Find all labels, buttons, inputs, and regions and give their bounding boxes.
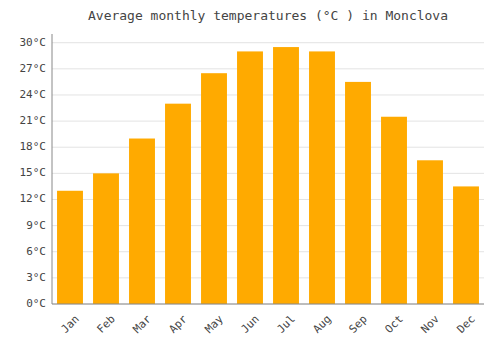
x-tick-label: Dec <box>455 313 478 336</box>
bar <box>129 139 155 304</box>
x-tick-label: Jul <box>275 313 298 336</box>
bar <box>237 51 263 304</box>
x-tick-label: Jan <box>59 313 82 336</box>
grid-line <box>52 147 484 148</box>
y-tick-label: 30°C <box>20 36 47 49</box>
bar <box>93 173 119 304</box>
x-tick-label: Mar <box>131 312 155 336</box>
x-tick-label: Feb <box>95 313 118 336</box>
y-tick-label: 15°C <box>20 166 47 179</box>
y-tick-label: 12°C <box>20 192 47 205</box>
grid <box>52 43 484 304</box>
page: {"chart_data": {"type": "bar", "title": … <box>0 0 500 350</box>
bar <box>201 73 227 304</box>
y-tick-label: 9°C <box>26 219 46 232</box>
x-tick-label: Apr <box>167 312 191 336</box>
bar <box>273 47 299 304</box>
bar <box>453 186 479 304</box>
title: Average monthly temperatures (°C ) in Mo… <box>88 8 448 23</box>
x-axis-line <box>52 304 484 305</box>
y-axis-line <box>52 34 53 304</box>
bar <box>57 191 83 304</box>
chart-container: 0°C 3°C 6°C 9°C 12°C 15°C 18°C 21°C 24°C 27°C 30°C… <box>0 0 500 350</box>
bar <box>345 82 371 304</box>
bar <box>165 104 191 304</box>
x-tick-label: May <box>203 312 227 336</box>
bar <box>381 117 407 304</box>
y-tick-label: 21°C <box>20 114 47 127</box>
x-tick-label: Aug <box>311 313 334 336</box>
x-tick-label: Jun <box>239 313 262 336</box>
grid-line <box>52 304 484 305</box>
bars <box>57 47 479 304</box>
x-tick-label: Nov <box>419 312 443 336</box>
grid-line <box>52 121 484 122</box>
bar <box>417 160 443 304</box>
y-tick-label: 3°C <box>26 271 46 284</box>
y-tick-label: 18°C <box>20 140 47 153</box>
grid-line <box>52 94 484 95</box>
y-tick-label: 6°C <box>26 245 46 258</box>
y-tick-label: 0°C <box>26 297 46 310</box>
grid-line <box>52 68 484 69</box>
bar <box>309 51 335 304</box>
grid-line <box>52 42 484 43</box>
x-tick-label: Oct <box>383 313 406 336</box>
y-tick-label: 24°C <box>20 88 47 101</box>
x-tick-label: Sep <box>347 313 370 336</box>
chart-svg: 0°C 3°C 6°C 9°C 12°C 15°C 18°C 21°C 24°C 27°C 30°C… <box>0 0 500 350</box>
y-tick-label: 27°C <box>20 62 47 75</box>
